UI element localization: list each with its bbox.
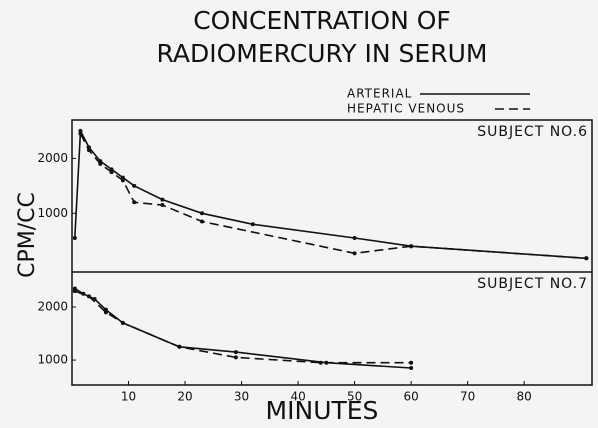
legend-label: HEPATIC VENOUS bbox=[347, 102, 465, 116]
data-point bbox=[177, 344, 182, 349]
data-point bbox=[72, 235, 77, 240]
data-point bbox=[409, 360, 414, 365]
data-point bbox=[409, 244, 414, 249]
panel-label: SUBJECT NO.7 bbox=[477, 276, 588, 292]
x-tick-label: 10 bbox=[121, 390, 136, 404]
x-tick-label: 20 bbox=[177, 390, 192, 404]
data-point bbox=[584, 256, 589, 261]
data-point bbox=[233, 355, 238, 360]
legend-label: ARTERIAL bbox=[347, 87, 412, 101]
x-tick-label: 80 bbox=[517, 390, 532, 404]
plot-frame bbox=[71, 119, 593, 386]
data-point bbox=[200, 219, 204, 224]
data-point bbox=[120, 178, 125, 183]
series-line bbox=[74, 290, 412, 364]
chart-title: CONCENTRATION OF bbox=[193, 6, 451, 35]
data-point bbox=[78, 131, 83, 136]
data-point bbox=[120, 320, 125, 325]
y-tick-label: 1000 bbox=[37, 353, 68, 367]
data-point bbox=[409, 366, 414, 371]
data-point bbox=[132, 200, 137, 205]
x-axis-label: MINUTES bbox=[266, 396, 379, 425]
data-point bbox=[98, 161, 103, 166]
data-point bbox=[103, 310, 108, 315]
data-point bbox=[78, 128, 83, 133]
data-point bbox=[352, 235, 357, 240]
y-tick-label: 1000 bbox=[37, 206, 68, 220]
series-line bbox=[74, 287, 412, 369]
data-point bbox=[200, 211, 204, 216]
y-axis-label: CPM/CC bbox=[15, 192, 40, 278]
data-point bbox=[160, 197, 165, 202]
data-point bbox=[352, 251, 357, 256]
x-tick-label: 60 bbox=[403, 390, 418, 404]
data-point bbox=[318, 360, 323, 365]
y-tick-label: 2000 bbox=[37, 300, 68, 314]
data-point bbox=[86, 294, 91, 299]
x-tick-label: 40 bbox=[290, 390, 305, 404]
data-point bbox=[72, 289, 77, 294]
data-point bbox=[160, 203, 165, 208]
x-tick-label: 70 bbox=[460, 390, 475, 404]
x-tick-label: 50 bbox=[347, 390, 362, 404]
chart-title: RADIOMERCURY IN SERUM bbox=[157, 39, 488, 68]
data-point bbox=[250, 222, 255, 227]
data-point bbox=[86, 148, 91, 153]
panel-label: SUBJECT NO.6 bbox=[477, 124, 588, 140]
data-point bbox=[233, 350, 238, 355]
data-point bbox=[132, 183, 137, 188]
series-line bbox=[74, 128, 587, 260]
data-point bbox=[109, 170, 114, 175]
x-tick-label: 30 bbox=[234, 390, 249, 404]
y-tick-label: 2000 bbox=[37, 151, 68, 165]
data-point bbox=[120, 175, 125, 180]
